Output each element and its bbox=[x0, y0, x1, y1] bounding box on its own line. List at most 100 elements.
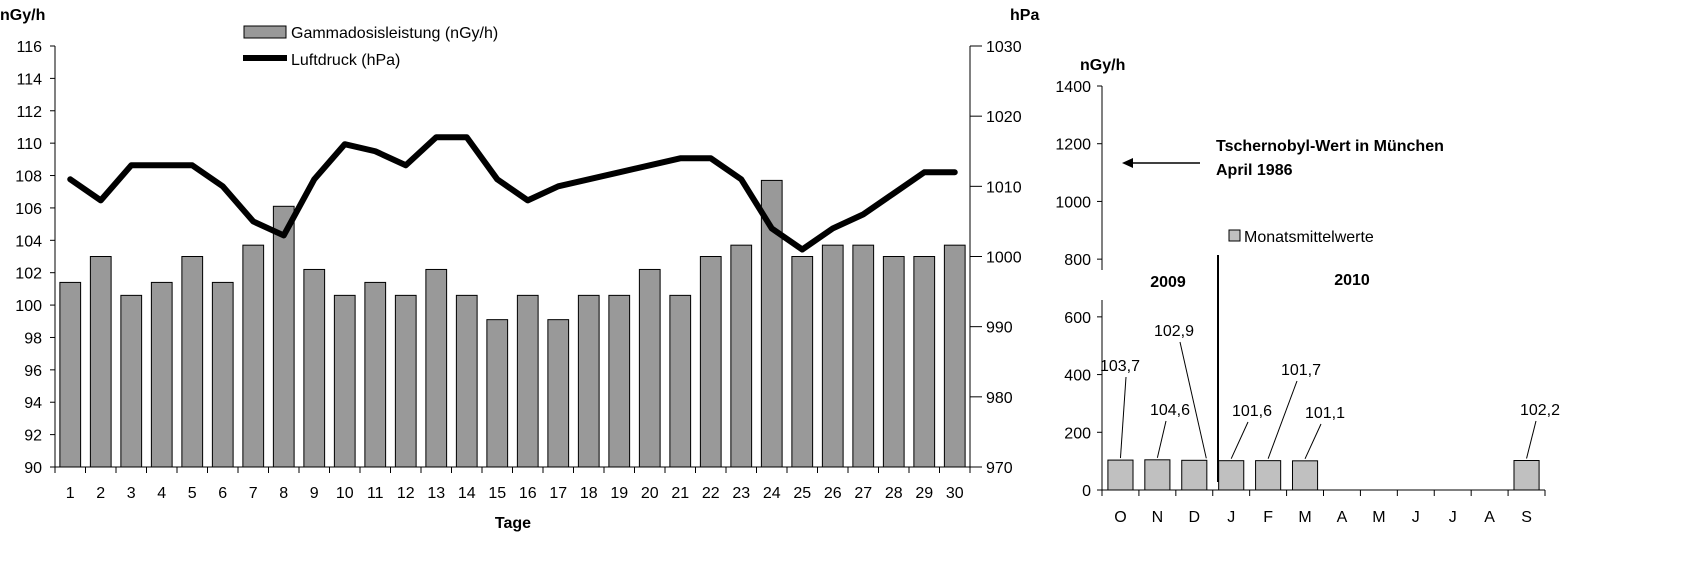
right-y-ticks: 970 980 990 1000 1010 1020 1030 bbox=[970, 39, 1022, 477]
x-tick-label-4: 4 bbox=[157, 485, 166, 502]
left-y-tick-label: 94 bbox=[24, 395, 42, 412]
left-y-axis-label: nGy/h bbox=[0, 7, 45, 24]
year-label-2009: 2009 bbox=[1150, 274, 1186, 291]
x-tick-label-20: 20 bbox=[641, 485, 659, 502]
gamma-bar-16 bbox=[517, 295, 538, 467]
callout-leader bbox=[1180, 342, 1206, 458]
left-y-tick-label: 98 bbox=[24, 330, 42, 347]
x-tick-label-11: 11 bbox=[367, 485, 384, 502]
left-y-tick-label: 92 bbox=[24, 428, 42, 445]
monthly-bar-11 bbox=[1514, 461, 1539, 490]
monthly-y-ticks: 0 200 400 600 800 1000 1200 1400 bbox=[1055, 79, 1102, 500]
callout-label: 102,9 bbox=[1154, 323, 1194, 340]
x-tick-label-1: 1 bbox=[66, 485, 75, 502]
right-y-tick-label: 1020 bbox=[986, 109, 1022, 126]
x-tick-label-19: 19 bbox=[610, 485, 628, 502]
monthly-y-tick-label: 0 bbox=[1082, 483, 1091, 500]
gamma-bar-26 bbox=[822, 245, 843, 467]
callout-leader bbox=[1305, 424, 1321, 459]
x-tick-label-9: 9 bbox=[310, 485, 319, 502]
monthly-bar-3 bbox=[1219, 461, 1244, 490]
x-tick-label-29: 29 bbox=[915, 485, 933, 502]
x-ticks: 1 2 3 4 5 6 7 8 9 10 11 12 13 14 15 16 17 18 19 20 21 22 23 24 2… bbox=[55, 467, 970, 502]
legend-label-gamma: Gammadosisleistung (nGy/h) bbox=[291, 25, 498, 42]
gamma-bar-12 bbox=[395, 295, 416, 467]
x-tick-label-23: 23 bbox=[732, 485, 750, 502]
right-y-tick-label: 970 bbox=[986, 460, 1013, 477]
x-tick-label-18: 18 bbox=[580, 485, 598, 502]
monthly-chart: 103,7 104,6 102,9 101,6 101,7 101,1 102,2 0 200… bbox=[1055, 57, 1560, 526]
monthly-y-tick-label: 1400 bbox=[1055, 79, 1091, 96]
x-tick-label-22: 22 bbox=[702, 485, 720, 502]
legend: Gammadosisleistung (nGy/h) Luftdruck (hP… bbox=[243, 25, 498, 69]
monthly-bar-4 bbox=[1256, 461, 1281, 490]
x-tick-label-30: 30 bbox=[946, 485, 964, 502]
callout-leader bbox=[1527, 421, 1536, 459]
x-tick-label-26: 26 bbox=[824, 485, 842, 502]
left-y-tick-label: 96 bbox=[24, 363, 42, 380]
monthly-x-tick-label-5: M bbox=[1298, 509, 1311, 526]
left-y-tick-label: 104 bbox=[15, 233, 42, 250]
right-y-tick-label: 1010 bbox=[986, 179, 1022, 196]
monthly-y-tick-label: 1200 bbox=[1055, 137, 1091, 154]
x-tick-label-28: 28 bbox=[885, 485, 903, 502]
gamma-bar-2 bbox=[90, 257, 111, 468]
gamma-bar-28 bbox=[883, 257, 904, 468]
legend-label-pressure: Luftdruck (hPa) bbox=[291, 52, 400, 69]
gamma-bar-23 bbox=[731, 245, 752, 467]
x-tick-label-8: 8 bbox=[279, 485, 288, 502]
gamma-bar-18 bbox=[578, 295, 599, 467]
x-tick-label-27: 27 bbox=[854, 485, 872, 502]
x-tick-label-25: 25 bbox=[793, 485, 811, 502]
gamma-bar-27 bbox=[853, 245, 874, 467]
monthly-y-tick-label: 1000 bbox=[1055, 194, 1091, 211]
gamma-bar-4 bbox=[151, 282, 172, 467]
monthly-x-tick-label-4: F bbox=[1263, 509, 1273, 526]
x-tick-label-21: 21 bbox=[671, 485, 689, 502]
monthly-y-axis-label: nGy/h bbox=[1080, 57, 1125, 74]
gamma-bar-29 bbox=[914, 257, 935, 468]
monthly-x-tick-label-6: A bbox=[1337, 509, 1348, 526]
x-tick-label-3: 3 bbox=[127, 485, 136, 502]
gamma-bar-17 bbox=[548, 320, 569, 467]
left-y-ticks: 90 92 94 96 98 100 102 104 106 108 110 112 114 116 bbox=[15, 39, 55, 477]
left-y-tick-label: 106 bbox=[15, 201, 42, 218]
monthly-y-tick-label: 600 bbox=[1064, 310, 1091, 327]
callout-label: 103,7 bbox=[1100, 358, 1140, 375]
monthly-y-tick-label: 400 bbox=[1064, 368, 1091, 385]
monthly-x-tick-label-8: J bbox=[1412, 509, 1420, 526]
monthly-x-tick-label-2: D bbox=[1189, 509, 1201, 526]
callout-leader bbox=[1120, 377, 1126, 458]
gamma-bar-19 bbox=[609, 295, 630, 467]
monthly-y-tick-label: 200 bbox=[1064, 425, 1091, 442]
callout-leader bbox=[1231, 422, 1248, 459]
callout-label: 101,1 bbox=[1305, 405, 1345, 422]
gamma-bar-25 bbox=[792, 257, 813, 468]
gamma-bar-30 bbox=[944, 245, 965, 467]
monthly-bar-2 bbox=[1182, 460, 1207, 490]
x-tick-label-13: 13 bbox=[427, 485, 445, 502]
annotation-line-2: April 1986 bbox=[1216, 162, 1293, 179]
left-y-tick-label: 110 bbox=[16, 136, 42, 153]
pressure-line bbox=[70, 137, 955, 249]
callout-leader bbox=[1157, 421, 1166, 458]
monthly-x-tick-label-9: J bbox=[1449, 509, 1457, 526]
x-tick-label-6: 6 bbox=[218, 485, 227, 502]
x-tick-label-16: 16 bbox=[519, 485, 537, 502]
left-y-tick-label: 114 bbox=[16, 71, 42, 88]
monthly-bars bbox=[1108, 460, 1539, 490]
right-y-axis-label: hPa bbox=[1010, 7, 1039, 24]
year-label-2010: 2010 bbox=[1334, 272, 1370, 289]
gamma-bar-21 bbox=[670, 295, 691, 467]
gamma-bar-5 bbox=[182, 257, 203, 468]
chernobyl-annotation: Tschernobyl-Wert in München April 1986 bbox=[1122, 138, 1444, 179]
gamma-bar-3 bbox=[121, 295, 142, 467]
gamma-bars bbox=[60, 180, 965, 467]
gamma-bar-9 bbox=[304, 269, 325, 467]
x-tick-label-12: 12 bbox=[397, 485, 415, 502]
gamma-bar-13 bbox=[426, 269, 447, 467]
monthly-bar-1 bbox=[1145, 460, 1170, 490]
gamma-bar-11 bbox=[365, 282, 386, 467]
